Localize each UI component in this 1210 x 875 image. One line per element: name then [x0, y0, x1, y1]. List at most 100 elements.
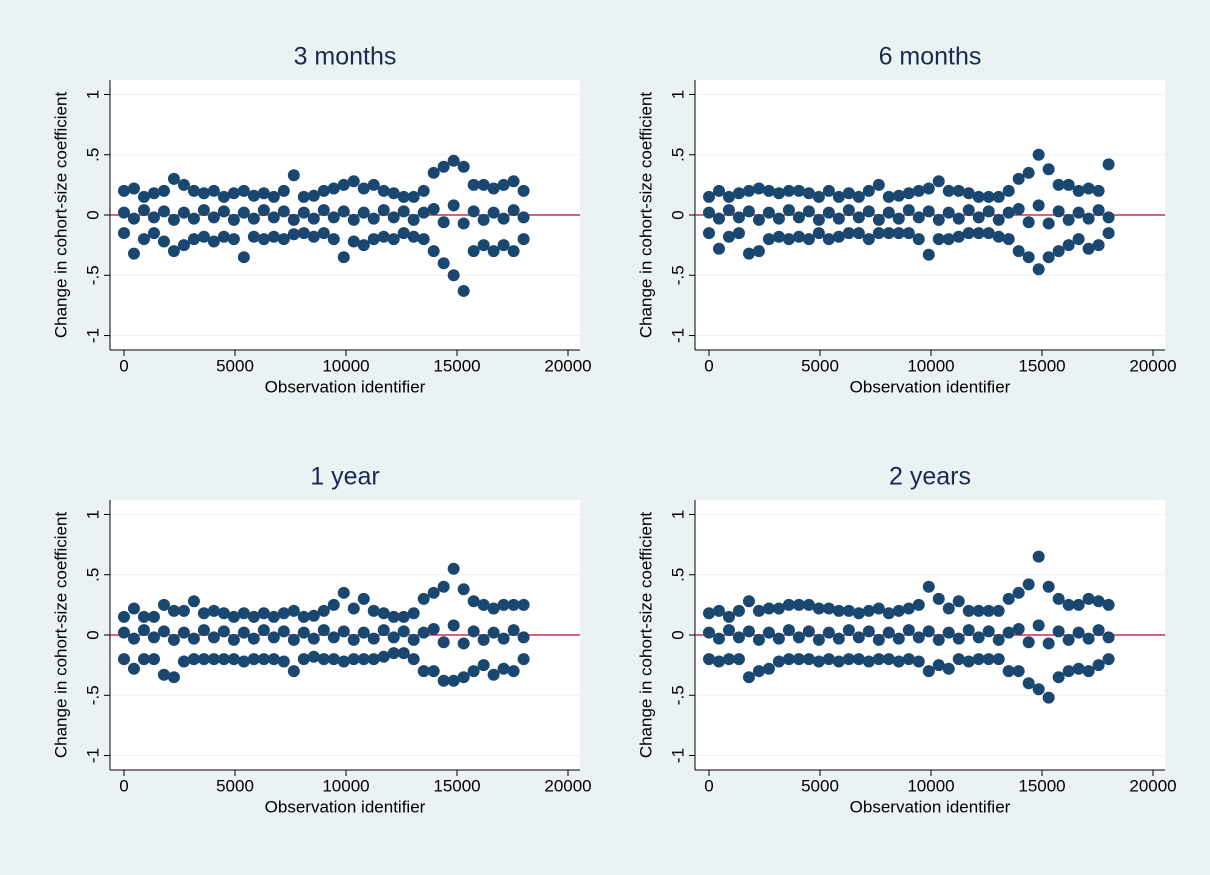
point [1082, 212, 1095, 225]
point [217, 625, 230, 638]
point [187, 212, 200, 225]
point [922, 248, 935, 261]
point [397, 610, 410, 623]
point [237, 206, 250, 219]
point [862, 205, 875, 218]
point [417, 592, 430, 605]
point [782, 653, 795, 666]
point [517, 653, 530, 666]
point [802, 598, 815, 611]
point [137, 190, 150, 203]
point [377, 624, 390, 637]
point [157, 235, 170, 248]
point [712, 604, 725, 617]
point [127, 602, 140, 615]
point [992, 190, 1005, 203]
point [792, 653, 805, 666]
point [1072, 662, 1085, 675]
point [1022, 677, 1035, 690]
point [812, 602, 825, 615]
point [772, 230, 785, 243]
point [497, 239, 510, 252]
x-tick-label: 15000 [1018, 776, 1065, 795]
point [437, 160, 450, 173]
point [187, 595, 200, 608]
x-tick-label: 20000 [1129, 776, 1176, 795]
point [752, 633, 765, 646]
point [702, 206, 715, 219]
point [437, 257, 450, 270]
point [1062, 239, 1075, 252]
point [752, 604, 765, 617]
point [267, 631, 280, 644]
point [267, 230, 280, 243]
point [992, 633, 1005, 646]
point [862, 604, 875, 617]
x-tick-label: 15000 [1018, 356, 1065, 375]
x-axis-label: Observation identifier [850, 377, 1011, 396]
point [357, 206, 370, 219]
point [1012, 245, 1025, 258]
panel: 6 months -1 -.5 0 .5 1 0 5000 10000 15000 20000 Obs… [636, 43, 1176, 397]
point [972, 211, 985, 224]
point [762, 233, 775, 246]
point [347, 235, 360, 248]
point [507, 175, 520, 188]
point [1012, 202, 1025, 215]
point [257, 187, 270, 200]
point [742, 595, 755, 608]
point [792, 184, 805, 197]
x-tick-label: 10000 [907, 356, 954, 375]
x-axis-label: Observation identifier [265, 797, 426, 816]
y-tick-label: -1 [668, 328, 687, 343]
point [832, 212, 845, 225]
point [912, 598, 925, 611]
point [167, 604, 180, 617]
point [792, 211, 805, 224]
point [1082, 592, 1095, 605]
point [722, 653, 735, 666]
point [802, 233, 815, 246]
point [217, 205, 230, 218]
point [762, 206, 775, 219]
point [1012, 665, 1025, 678]
point [307, 609, 320, 622]
x-tick-label: 0 [119, 356, 128, 375]
point [782, 184, 795, 197]
point [267, 653, 280, 666]
point [397, 190, 410, 203]
point [732, 227, 745, 240]
point [742, 625, 755, 638]
point [317, 624, 330, 637]
point [942, 602, 955, 615]
point [247, 653, 260, 666]
point [942, 206, 955, 219]
point [832, 632, 845, 645]
point [822, 206, 835, 219]
point [872, 653, 885, 666]
point [347, 175, 360, 188]
point [167, 213, 180, 226]
point [317, 604, 330, 617]
y-tick-label: -.5 [83, 265, 102, 285]
point [1102, 653, 1115, 666]
point [287, 228, 300, 241]
point [237, 607, 250, 620]
point [357, 626, 370, 639]
point [177, 604, 190, 617]
point [1012, 586, 1025, 599]
point [1012, 622, 1025, 635]
point [487, 182, 500, 195]
point [467, 205, 480, 218]
point [902, 204, 915, 217]
point [117, 227, 130, 240]
point [507, 665, 520, 678]
point [357, 653, 370, 666]
point [447, 269, 460, 282]
point [467, 245, 480, 258]
point [1022, 578, 1035, 591]
point [1052, 178, 1065, 191]
point [307, 230, 320, 243]
